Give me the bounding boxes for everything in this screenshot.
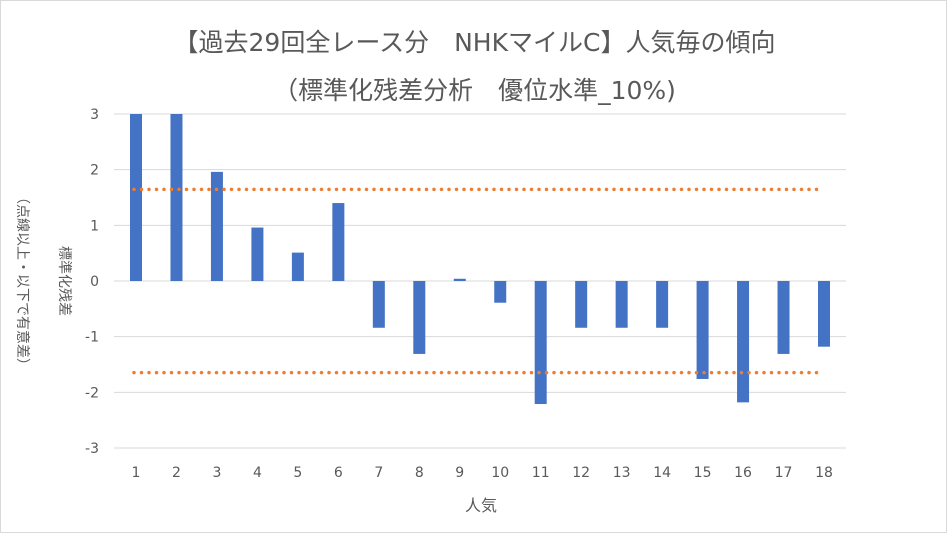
x-axis-label: 人気 bbox=[465, 496, 497, 515]
x-tick-label: 16 bbox=[734, 465, 752, 481]
bar bbox=[575, 281, 588, 328]
bar bbox=[777, 281, 790, 354]
y-tick-label: 3 bbox=[90, 107, 99, 123]
x-tick-label: 1 bbox=[132, 465, 141, 481]
bar bbox=[656, 281, 669, 328]
y-tick-labels: 3 2 1 0 -1 -2 -3 bbox=[85, 107, 99, 457]
x-tick-labels: 1 2 3 4 5 6 7 8 9 10 11 12 13 14 15 16 17 18 bbox=[132, 465, 833, 481]
x-tick-label: 15 bbox=[694, 465, 712, 481]
x-tick-label: 14 bbox=[653, 465, 671, 481]
threshold-lines bbox=[132, 187, 825, 375]
bar bbox=[251, 227, 264, 281]
y-tick-label: 2 bbox=[90, 163, 99, 179]
y-tick-label: -1 bbox=[85, 330, 99, 346]
x-tick-label: 12 bbox=[572, 465, 590, 481]
bar bbox=[291, 252, 304, 281]
y-axis-label-note: （点線以上・以下で有意差） bbox=[14, 190, 31, 372]
x-tick-label: 11 bbox=[532, 465, 550, 481]
x-tick-label: 9 bbox=[455, 465, 464, 481]
x-tick-label: 4 bbox=[253, 465, 262, 481]
bar bbox=[130, 114, 142, 281]
bar bbox=[210, 171, 223, 281]
bar bbox=[332, 203, 345, 281]
bars bbox=[130, 114, 830, 405]
y-tick-label: -2 bbox=[85, 385, 99, 401]
x-tick-label: 10 bbox=[491, 465, 509, 481]
x-tick-label: 6 bbox=[334, 465, 343, 481]
x-tick-label: 5 bbox=[293, 465, 302, 481]
x-tick-label: 2 bbox=[172, 465, 181, 481]
bar bbox=[615, 281, 628, 328]
x-tick-label: 18 bbox=[815, 465, 833, 481]
y-tick-label: 0 bbox=[90, 274, 99, 290]
bar bbox=[696, 281, 709, 379]
bar bbox=[818, 281, 830, 347]
y-tick-label: -3 bbox=[85, 441, 99, 457]
bar bbox=[494, 281, 507, 303]
x-tick-label: 17 bbox=[775, 465, 793, 481]
bar bbox=[453, 278, 466, 281]
bar bbox=[413, 281, 426, 354]
y-axis-label: 標準化残差 bbox=[56, 246, 72, 316]
y-tick-label: 1 bbox=[90, 218, 99, 234]
bar bbox=[534, 281, 547, 405]
chart-title: 【過去29回全レース分 NHKマイルC】人気毎の傾向 bbox=[173, 28, 776, 57]
x-tick-label: 13 bbox=[613, 465, 631, 481]
x-tick-label: 3 bbox=[212, 465, 221, 481]
bar bbox=[737, 281, 750, 403]
bar bbox=[170, 114, 183, 281]
gridlines bbox=[114, 113, 846, 449]
x-tick-label: 8 bbox=[415, 465, 424, 481]
bar bbox=[372, 281, 385, 328]
x-tick-label: 7 bbox=[374, 465, 383, 481]
chart-subtitle: （標準化残差分析 優位水準_10%) bbox=[273, 76, 676, 105]
